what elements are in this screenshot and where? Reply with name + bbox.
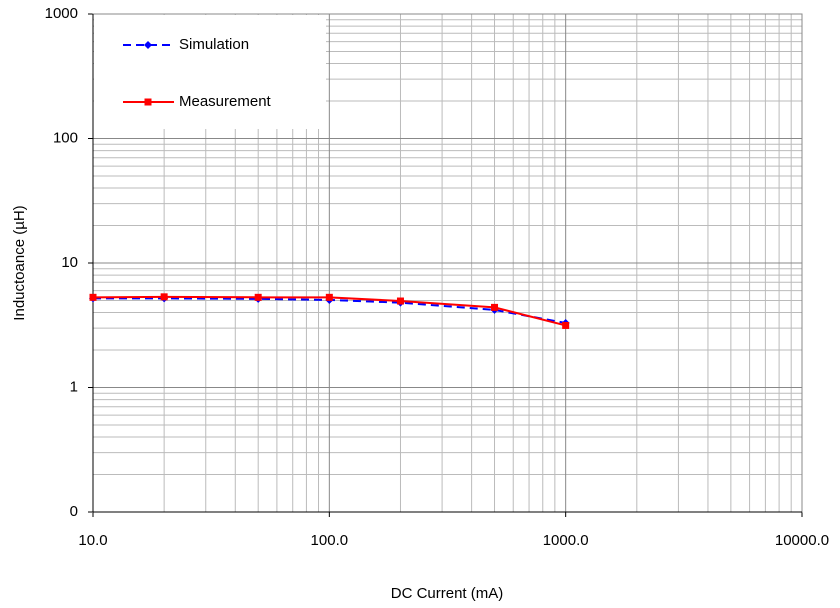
y-tick-label: 1	[70, 378, 78, 395]
data-point	[396, 297, 404, 305]
x-tick-label: 100.0	[311, 532, 349, 549]
y-tick-label: 1000	[45, 5, 78, 22]
data-point	[89, 293, 97, 301]
data-point	[325, 293, 333, 301]
x-tick-label: 10000.0	[775, 532, 829, 549]
y-tick-label: 100	[53, 129, 78, 146]
x-axis-label: DC Current (mA)	[391, 585, 504, 602]
legend-marker	[144, 41, 152, 49]
legend-box	[94, 15, 326, 129]
x-tick-label: 10.0	[78, 532, 107, 549]
legend-marker	[144, 98, 152, 106]
legend-label: Simulation	[179, 36, 249, 53]
data-point	[254, 293, 262, 301]
y-axis-label: Inductoance (µH)	[11, 205, 28, 320]
data-point	[491, 303, 499, 311]
legend-label: Measurement	[179, 93, 272, 110]
y-tick-label: 0	[70, 503, 78, 520]
data-point	[160, 293, 168, 301]
x-tick-label: 1000.0	[543, 532, 589, 549]
y-tick-label: 10	[61, 254, 78, 271]
data-point	[562, 321, 570, 329]
